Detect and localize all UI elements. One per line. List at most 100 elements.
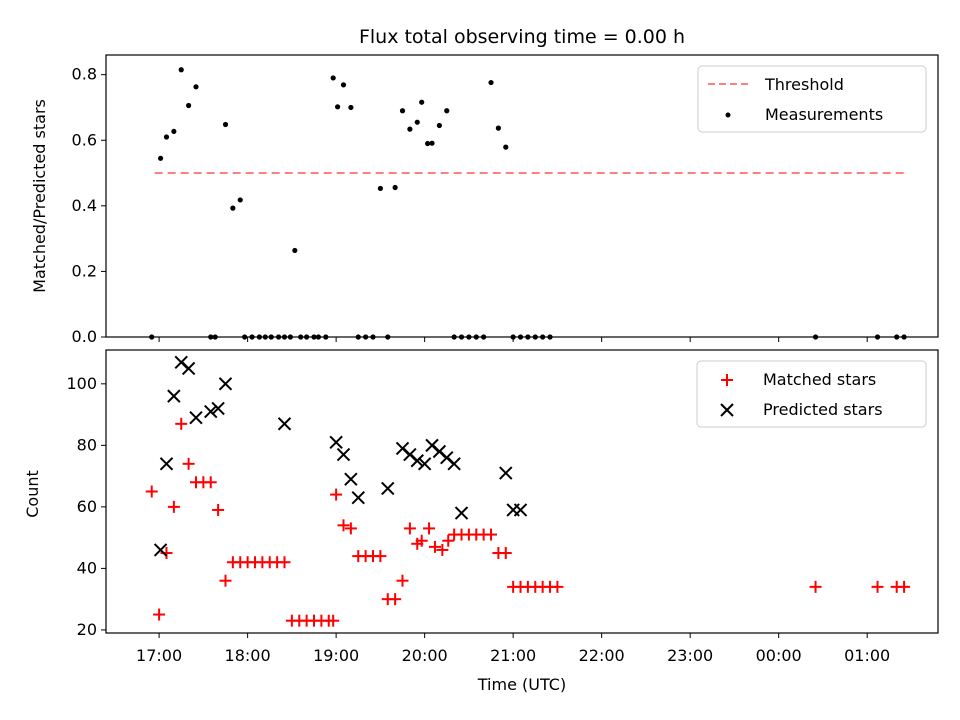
matched-star-point xyxy=(485,528,498,541)
predicted-star-point xyxy=(218,377,233,391)
predicted-star-point xyxy=(329,435,343,449)
measurement-point xyxy=(377,185,383,192)
matched-star-point xyxy=(403,522,416,535)
top-ytick-label: 0.8 xyxy=(72,65,97,84)
bottom-ylabel: Count xyxy=(23,470,42,518)
xtick-label: 17:00 xyxy=(136,646,182,665)
bottom-ytick-label: 40 xyxy=(77,558,97,577)
measurement-point xyxy=(230,205,236,211)
predicted-star-point xyxy=(351,490,365,505)
matched-star-point xyxy=(337,519,350,532)
matched-star-point xyxy=(204,476,217,489)
measurement-point xyxy=(399,108,406,114)
measurement-point xyxy=(178,67,184,73)
matched-star-point xyxy=(871,580,884,593)
predicted-star-point xyxy=(204,404,218,419)
chart-title: Flux total observing time = 0.00 h xyxy=(359,26,685,48)
top-panel-frame xyxy=(105,54,939,338)
predicted-star-point xyxy=(417,457,432,471)
predicted-star-point xyxy=(189,410,203,425)
measurement-point xyxy=(193,84,199,90)
xtick-label: 23:00 xyxy=(667,646,713,665)
xtick-label: 22:00 xyxy=(579,646,625,665)
legend-predicted-swatch xyxy=(720,403,734,417)
predicted-star-point xyxy=(454,506,469,520)
predicted-star-point xyxy=(211,401,225,416)
matched-star-point xyxy=(278,556,291,569)
matched-star-point xyxy=(167,500,180,513)
predicted-star-point xyxy=(277,417,292,431)
matched-star-point xyxy=(219,574,232,587)
measurement-point xyxy=(495,125,501,131)
measurement-point xyxy=(488,79,494,86)
legend-measurements-swatch xyxy=(725,112,731,118)
measurement-point xyxy=(186,102,192,109)
top-ytick-label: 0.4 xyxy=(72,196,97,215)
predicted-star-point xyxy=(167,389,181,403)
bottom-legend: Matched stars Predicted stars xyxy=(696,360,927,428)
predicted-star-point xyxy=(513,503,528,517)
legend-matched-label: Matched stars xyxy=(763,370,876,389)
measurement-point xyxy=(163,134,170,140)
measurement-point xyxy=(292,247,298,254)
xlabel: Time (UTC) xyxy=(477,675,566,694)
bottom-ytick-label: 100 xyxy=(66,374,97,393)
bottom-ytick-label: 80 xyxy=(77,435,97,454)
matched-star-point xyxy=(330,488,343,501)
measurement-point xyxy=(436,122,442,129)
legend-matched-swatch xyxy=(721,374,733,386)
measurement-point xyxy=(503,144,509,150)
bottom-panel-frame xyxy=(105,349,939,634)
matched-star-point xyxy=(809,580,822,593)
bottom-ytick-label: 20 xyxy=(77,620,97,639)
predicted-star-point xyxy=(381,481,395,496)
matched-star-point xyxy=(428,540,441,553)
predicted-star-point xyxy=(499,466,513,480)
matched-star-point xyxy=(153,608,166,621)
measurement-point xyxy=(407,126,413,132)
matched-star-point xyxy=(436,543,449,556)
xtick-label: 18:00 xyxy=(225,646,271,665)
xtick-label: 21:00 xyxy=(490,646,536,665)
measurement-point xyxy=(419,99,425,105)
measurement-point xyxy=(392,184,398,191)
matched-star-point xyxy=(442,534,455,547)
matched-star-point xyxy=(145,485,158,498)
measurement-point xyxy=(171,128,177,135)
matched-star-point xyxy=(327,614,340,627)
xtick-label: 00:00 xyxy=(756,646,802,665)
matched-star-point xyxy=(396,574,409,587)
xtick-label: 19:00 xyxy=(313,646,359,665)
top-ytick-label: 0.0 xyxy=(72,327,97,346)
top-legend: Threshold Measurements xyxy=(697,65,927,133)
measurement-point xyxy=(222,121,229,128)
matched-star-point xyxy=(182,457,195,470)
predicted-star-point xyxy=(159,457,174,471)
measurement-point xyxy=(348,104,354,111)
xtick-label: 01:00 xyxy=(844,646,890,665)
predicted-star-point xyxy=(447,457,461,471)
matched-star-point xyxy=(374,550,387,563)
legend-predicted-label: Predicted stars xyxy=(763,400,883,419)
top-legend-box xyxy=(697,65,927,133)
bottom-legend-box xyxy=(696,360,927,428)
matched-star-point xyxy=(423,522,436,535)
predicted-star-point xyxy=(410,454,424,468)
matched-star-point xyxy=(175,417,188,430)
matched-star-point xyxy=(898,580,911,593)
predicted-star-point xyxy=(336,447,351,462)
bottom-panel: 20 40 60 80 100 17:00 18:00 19:00 20:00 21:00 22:0… xyxy=(66,355,911,665)
xtick-label: 20:00 xyxy=(402,646,448,665)
measurement-point xyxy=(330,75,336,81)
measurement-point xyxy=(335,104,341,110)
top-ytick-label: 0.6 xyxy=(72,130,97,149)
top-ytick-label: 0.2 xyxy=(72,261,97,280)
measurement-point xyxy=(157,155,164,161)
bottom-ytick-label: 60 xyxy=(77,497,97,516)
matched-star-point xyxy=(551,580,564,593)
measurement-point xyxy=(424,140,431,147)
measurement-point xyxy=(444,108,450,114)
matched-star-point xyxy=(344,522,357,535)
measurement-point xyxy=(414,119,420,125)
